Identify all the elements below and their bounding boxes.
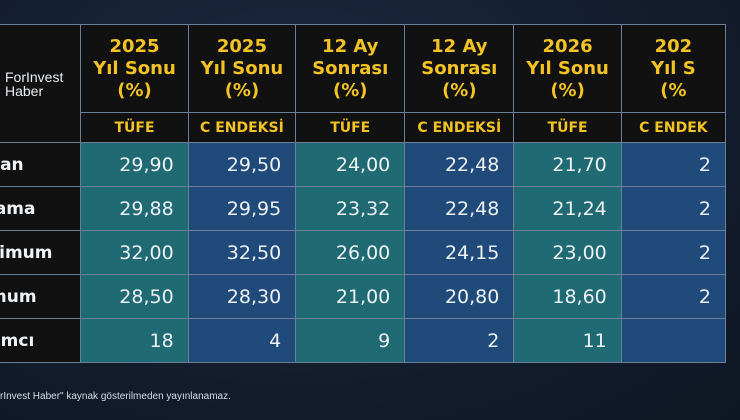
table-cell: 2 — [620, 186, 727, 231]
col-sub-2: TÜFE — [295, 112, 406, 143]
col-header-2: 12 Ay Sonrası (%) — [295, 24, 406, 113]
col-sub-1: C ENDEKSİ — [187, 112, 297, 143]
brand-line1: ForInvest — [5, 68, 64, 85]
table-row: yan 29,90 29,50 24,00 22,48 21,70 2 — [0, 142, 727, 187]
table-cell: 28,30 — [187, 274, 297, 319]
header-row: ForInvest Haber 2025 Yıl Sonu (%) 2025 Yıl … — [0, 24, 727, 143]
table-cell: 23,32 — [295, 186, 406, 231]
table-cell: 4 — [187, 318, 297, 363]
table-cell: 2 — [404, 318, 515, 363]
table-cell: 29,90 — [80, 142, 189, 187]
table-cell: 18 — [80, 318, 189, 363]
col-sub-5: C ENDEK — [620, 112, 727, 143]
row-label: mum — [0, 274, 82, 319]
row-label: simum — [0, 230, 82, 275]
forecast-table: ForInvest Haber 2025 Yıl Sonu (%) 2025 Yıl … — [0, 24, 727, 363]
table-cell: 9 — [295, 318, 406, 363]
col-header-4: 2026 Yıl Sonu (%) — [513, 24, 622, 113]
subheader-row: TÜFE C ENDEKSİ TÜFE C ENDEKSİ TÜFE C END… — [0, 112, 727, 143]
footnote: rInvest Haber" kaynak gösterilmeden yayı… — [0, 391, 231, 402]
table-cell: 11 — [513, 318, 622, 363]
table-cell: 29,50 — [187, 142, 297, 187]
brand-logo: ForInvest Haber — [0, 70, 80, 98]
table-cell: 2 — [620, 230, 727, 275]
table-cell: 21,70 — [513, 142, 622, 187]
row-label: lama — [0, 186, 82, 231]
table-row: lımcı 18 4 9 2 11 — [0, 318, 727, 363]
table-cell: 21,24 — [513, 186, 622, 231]
table-row: lama 29,88 29,95 23,32 22,48 21,24 2 — [0, 186, 727, 231]
col-sub-4: TÜFE — [513, 112, 622, 143]
table-cell: 24,00 — [295, 142, 406, 187]
table-cell: 29,95 — [187, 186, 297, 231]
table-cell: 26,00 — [295, 230, 406, 275]
row-label: lımcı — [0, 318, 82, 363]
table-cell: 32,50 — [187, 230, 297, 275]
col-header-1: 2025 Yıl Sonu (%) — [187, 24, 297, 113]
table-cell: 24,15 — [404, 230, 515, 275]
table-cell: 18,60 — [513, 274, 622, 319]
table-row: simum 32,00 32,50 26,00 24,15 23,00 2 — [0, 230, 727, 275]
table-row: mum 28,50 28,30 21,00 20,80 18,60 2 — [0, 274, 727, 319]
col-sub-0: TÜFE — [80, 112, 189, 143]
table-cell — [620, 318, 727, 363]
table-cell: 2 — [620, 142, 727, 187]
col-header-0: 2025 Yıl Sonu (%) — [80, 24, 189, 113]
table-cell: 23,00 — [513, 230, 622, 275]
col-sub-3: C ENDEKSİ — [404, 112, 515, 143]
table-cell: 2 — [620, 274, 727, 319]
table-cell: 29,88 — [80, 186, 189, 231]
table-cell: 22,48 — [404, 186, 515, 231]
row-label: yan — [0, 142, 82, 187]
table-cell: 32,00 — [80, 230, 189, 275]
brand-cell: ForInvest Haber — [0, 24, 82, 143]
table-cell: 21,00 — [295, 274, 406, 319]
table-cell: 22,48 — [404, 142, 515, 187]
table-cell: 28,50 — [80, 274, 189, 319]
col-header-3: 12 Ay Sonrası (%) — [404, 24, 515, 113]
brand-line2: Haber — [5, 82, 44, 99]
col-header-5: 202 Yıl S (% — [620, 24, 727, 113]
table-cell: 20,80 — [404, 274, 515, 319]
